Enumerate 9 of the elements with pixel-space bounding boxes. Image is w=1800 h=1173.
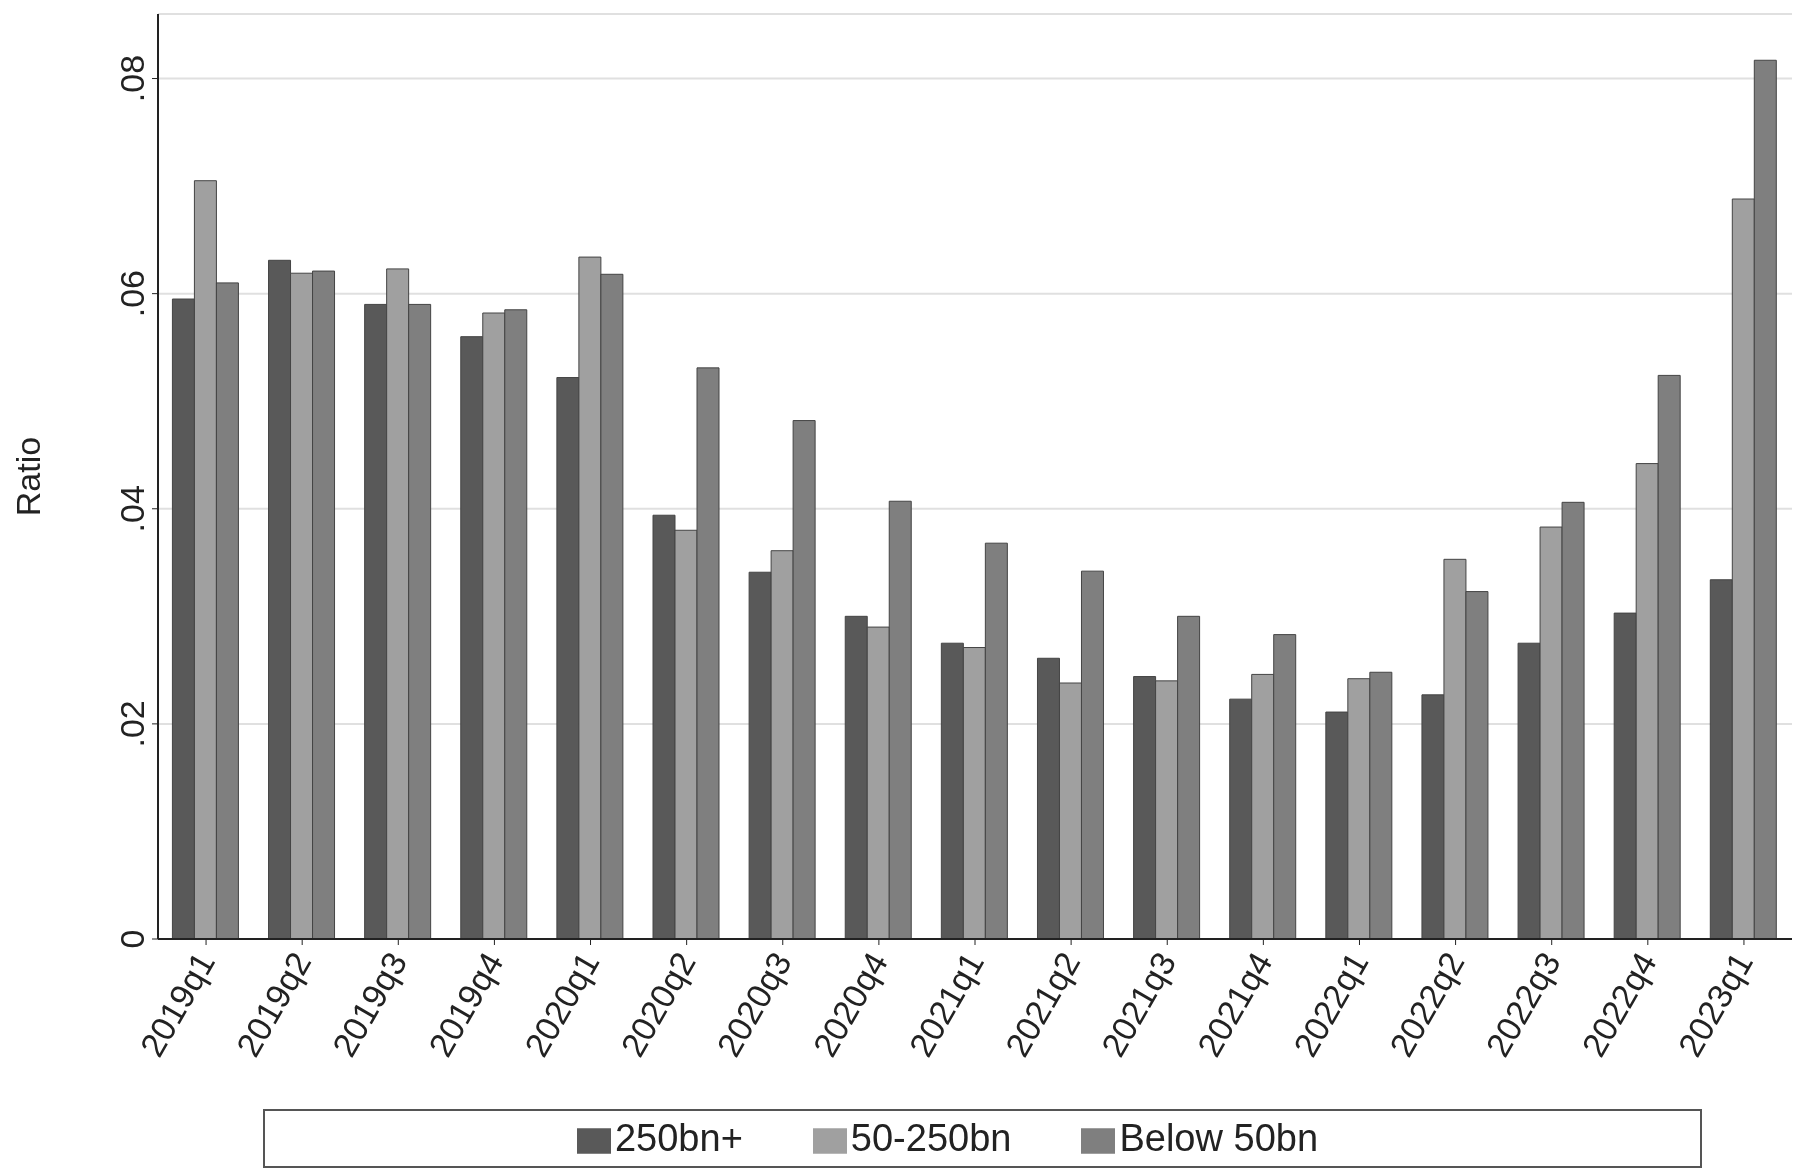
y-tick-label: 0 [113,929,151,949]
y-axis-title: Ratio [9,436,48,517]
legend-label: Below 50bn [1119,1117,1319,1159]
y-tick-label: .02 [113,700,151,748]
legend-label: 50-250bn [850,1117,1012,1159]
y-tick-label: .04 [113,485,151,533]
legend-label: 250bn+ [614,1117,743,1159]
y-tick-label: .06 [113,270,151,318]
y-tick-label: .08 [113,54,151,103]
